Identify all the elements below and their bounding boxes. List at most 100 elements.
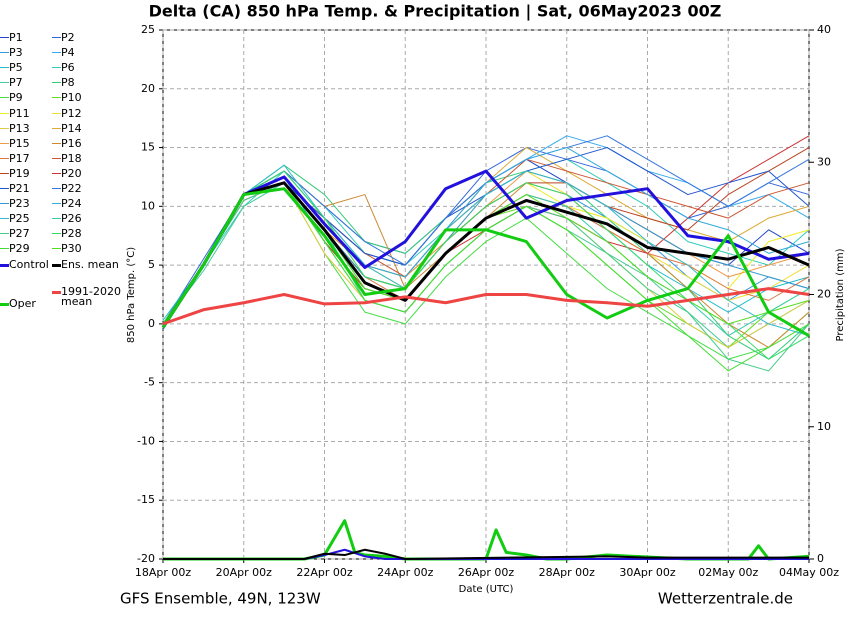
y-tick-label: 25 bbox=[141, 23, 155, 36]
series-line bbox=[161, 169, 810, 329]
legend-swatch bbox=[52, 157, 61, 159]
x-tick-label: 24Apr 00z bbox=[377, 566, 434, 579]
legend-label: P6 bbox=[61, 61, 75, 75]
plot-lines bbox=[161, 135, 810, 561]
y-tick-label: 20 bbox=[141, 82, 155, 95]
legend-swatch bbox=[52, 172, 61, 174]
legend-swatch bbox=[0, 52, 9, 54]
legend-swatch bbox=[52, 127, 61, 129]
series-line bbox=[161, 187, 810, 337]
legend-swatch bbox=[52, 52, 61, 54]
legend-swatch bbox=[0, 203, 9, 205]
legend-label: P18 bbox=[61, 151, 82, 165]
legend-label: P14 bbox=[61, 121, 82, 135]
legend-label: P28 bbox=[61, 227, 82, 241]
legend-label: P21 bbox=[9, 182, 30, 195]
x-axis-label: Date (UTC) bbox=[459, 584, 514, 595]
x-tick-label: 22Apr 00z bbox=[296, 566, 353, 579]
legend-swatch bbox=[0, 157, 9, 159]
legend-label: P13 bbox=[9, 121, 30, 135]
y-tick-label: 0 bbox=[148, 317, 155, 330]
y-tick-label: -15 bbox=[137, 493, 155, 506]
legend-swatch bbox=[52, 37, 61, 38]
legend-swatch bbox=[0, 303, 9, 306]
series-line bbox=[162, 164, 810, 337]
legend-label: P9 bbox=[9, 91, 23, 105]
legend-swatch bbox=[0, 218, 9, 220]
legend-swatch bbox=[52, 142, 61, 144]
legend-label: P30 bbox=[61, 242, 82, 256]
legend-swatch bbox=[0, 248, 9, 250]
precip-line bbox=[163, 548, 809, 560]
series-line bbox=[161, 181, 810, 329]
series-line bbox=[162, 287, 810, 326]
x-tick-label: 04May 00z bbox=[779, 566, 839, 579]
legend-label: P17 bbox=[9, 151, 30, 165]
legend-label: P2 bbox=[61, 31, 75, 44]
legend-swatch bbox=[0, 142, 9, 144]
y2-axis-label: Precipitation (mm) bbox=[835, 248, 846, 341]
legend-label: P25 bbox=[9, 212, 30, 226]
legend-swatch bbox=[52, 112, 61, 114]
y-axis-label: 850 hPa Temp. (°C) bbox=[126, 247, 137, 343]
y-tick-label: 10 bbox=[141, 199, 155, 212]
y-tick-label: -5 bbox=[144, 376, 155, 389]
legend-label: Ens. mean bbox=[61, 257, 119, 271]
subtitle: GFS Ensemble, 49N, 123W bbox=[120, 590, 321, 608]
legend-swatch bbox=[52, 248, 61, 250]
legend-label: P3 bbox=[9, 46, 23, 60]
x-tick-label: 02May 00z bbox=[698, 566, 758, 579]
legend-swatch bbox=[0, 233, 9, 235]
legend-label: P4 bbox=[61, 46, 75, 60]
source: Wetterzentrale.de bbox=[658, 590, 793, 608]
x-tick-label: 26Apr 00z bbox=[458, 566, 515, 579]
precip-line bbox=[163, 519, 810, 561]
legend-swatch bbox=[52, 291, 61, 294]
legend-swatch bbox=[0, 67, 9, 69]
legend-label: P20 bbox=[61, 166, 82, 180]
legend-swatch bbox=[52, 188, 61, 189]
legend-swatch bbox=[0, 97, 9, 99]
legend-label: P23 bbox=[9, 197, 30, 211]
legend-swatch bbox=[0, 112, 9, 114]
legend-label: P29 bbox=[9, 242, 30, 256]
legend-swatch bbox=[52, 97, 61, 99]
legend-label: P11 bbox=[9, 106, 30, 120]
legend-swatch bbox=[0, 188, 9, 189]
legend-label: P27 bbox=[9, 227, 30, 241]
legend-label: P26 bbox=[61, 212, 82, 226]
legend-label: Oper bbox=[9, 297, 36, 310]
legend-swatch bbox=[52, 67, 61, 69]
legend-swatch bbox=[0, 172, 9, 174]
legend-label: 1991-2020 mean bbox=[61, 285, 121, 308]
x-tick-label: 30Apr 00z bbox=[619, 566, 676, 579]
legend-label: P8 bbox=[61, 76, 75, 90]
legend-label: P5 bbox=[9, 61, 23, 75]
legend-label: Control bbox=[9, 257, 49, 271]
legend-label: P24 bbox=[61, 197, 82, 211]
legend-label: P1 bbox=[9, 31, 23, 44]
x-tick-label: 18Apr 00z bbox=[135, 566, 192, 579]
legend-swatch bbox=[52, 263, 61, 267]
chart-title: Delta (CA) 850 hPa Temp. & Precipitation… bbox=[149, 2, 722, 22]
legend-label: P16 bbox=[61, 136, 82, 150]
legend-swatch bbox=[52, 218, 61, 220]
legend-swatch bbox=[0, 82, 9, 84]
legend-swatch bbox=[0, 263, 9, 267]
y-tick-label: -10 bbox=[137, 434, 155, 447]
y2-tick-label: 40 bbox=[817, 23, 831, 36]
legend-swatch bbox=[0, 37, 9, 38]
legend-label: P12 bbox=[61, 106, 82, 120]
y2-tick-label: 10 bbox=[817, 420, 831, 433]
legend-swatch bbox=[52, 203, 61, 205]
legend-label: P22 bbox=[61, 182, 82, 195]
legend-label: P7 bbox=[9, 76, 23, 90]
y2-tick-label: 0 bbox=[817, 552, 824, 565]
y-tick-label: -20 bbox=[137, 552, 155, 565]
y-tick-label: 15 bbox=[141, 141, 155, 154]
legend-swatch bbox=[52, 82, 61, 84]
y2-tick-label: 20 bbox=[817, 288, 831, 301]
y-tick-label: 5 bbox=[148, 258, 155, 271]
